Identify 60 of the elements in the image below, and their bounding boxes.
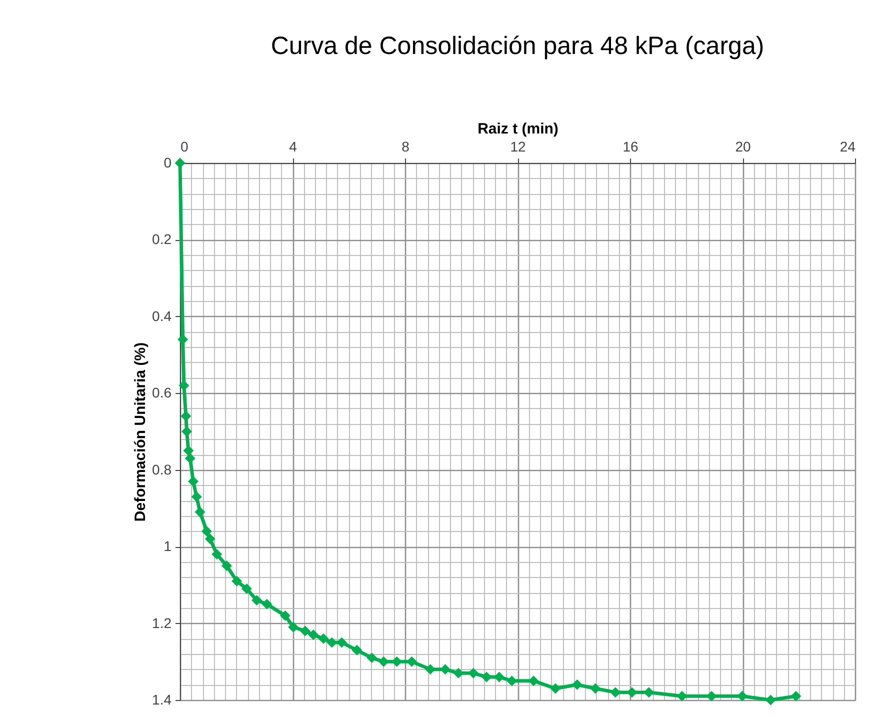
point xyxy=(644,687,654,698)
y-tick-label: 0.8 xyxy=(152,461,172,478)
x-tick-label: 4 xyxy=(289,138,298,154)
y-tick-label: 0.6 xyxy=(152,384,172,401)
y-tick-label: 0 xyxy=(164,154,172,170)
point xyxy=(610,687,621,698)
point xyxy=(288,622,299,632)
point xyxy=(790,690,802,702)
point xyxy=(506,676,518,686)
point xyxy=(174,158,186,168)
y-tick-label: 0.2 xyxy=(152,231,172,248)
point xyxy=(318,633,329,644)
y-tick-label: 1 xyxy=(164,538,172,554)
point xyxy=(262,598,272,610)
point xyxy=(366,652,378,664)
point xyxy=(182,426,192,437)
point xyxy=(676,690,688,702)
x-tick-label: 24 xyxy=(840,138,856,154)
point xyxy=(378,656,389,667)
point xyxy=(481,672,492,682)
point xyxy=(204,534,216,544)
point xyxy=(468,668,479,678)
point xyxy=(188,476,198,487)
point xyxy=(406,656,417,667)
x-tick-label: 0 xyxy=(180,138,188,154)
point xyxy=(706,690,717,702)
point xyxy=(212,549,222,560)
chart-title: Curva de Consolidación para 48 kPa (carga) xyxy=(270,32,764,60)
point xyxy=(180,410,192,422)
point xyxy=(184,453,196,464)
point xyxy=(178,380,190,391)
x-tick-label: 20 xyxy=(735,138,751,154)
y-tick-label: 1.2 xyxy=(152,614,172,631)
x-tick-label: 16 xyxy=(622,138,638,154)
point xyxy=(453,668,464,678)
point xyxy=(626,687,638,698)
x-axis-title: Raiz t (min) xyxy=(478,120,558,138)
y-tick-label: 0.4 xyxy=(152,308,172,324)
point xyxy=(232,576,242,586)
point xyxy=(221,560,232,571)
point xyxy=(241,584,252,594)
point xyxy=(191,491,202,502)
point xyxy=(392,656,402,667)
point xyxy=(201,526,212,536)
x-tick-label: 8 xyxy=(402,138,410,154)
point xyxy=(252,595,262,606)
point xyxy=(194,506,206,518)
point xyxy=(308,630,319,640)
point xyxy=(528,676,539,686)
point xyxy=(300,626,310,636)
point xyxy=(183,445,194,456)
y-tick-label: 1.4 xyxy=(152,692,172,708)
point xyxy=(550,683,561,694)
point xyxy=(765,694,776,706)
point xyxy=(590,683,601,694)
y-axis-title: Deformación Unitaria (%) xyxy=(132,342,150,522)
point xyxy=(280,610,290,621)
point xyxy=(572,679,582,690)
point xyxy=(352,644,362,656)
x-tick-label: 12 xyxy=(510,138,526,154)
